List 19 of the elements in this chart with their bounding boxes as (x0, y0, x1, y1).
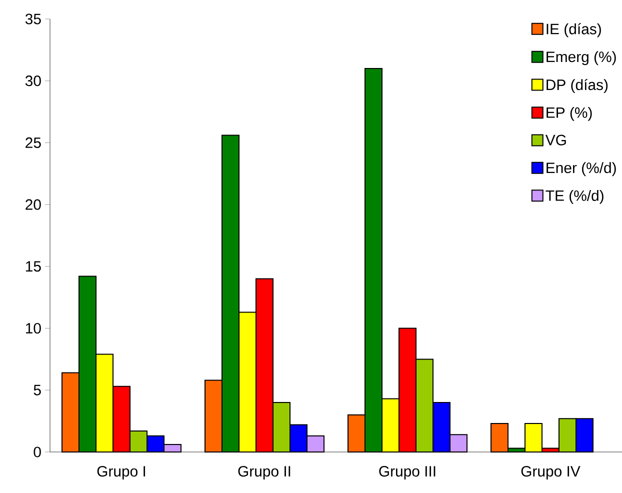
y-tick-label: 15 (26, 261, 41, 272)
x-tick-label: Grupo I (97, 466, 146, 480)
legend-label: IE (días) (546, 23, 601, 38)
x-tick-label: Grupo III (379, 466, 436, 480)
legend-label: Ener (%/d) (546, 162, 616, 176)
y-tick-label: 35 (25, 14, 41, 24)
x-tick-label: Grupo II (238, 466, 290, 480)
y-tick-label: 20 (26, 199, 41, 210)
legend-label: EP (%) (546, 106, 592, 121)
legend-label: VG (545, 134, 566, 146)
y-tick-label: 0 (34, 446, 41, 458)
legend-label: TE (%/d) (546, 190, 604, 204)
y-tick-label: 30 (25, 76, 41, 86)
y-tick-label: 10 (26, 322, 41, 334)
legend-label: Emerg (%) (546, 51, 616, 66)
legend-label: DP (días) (546, 78, 608, 94)
y-tick-label: 5 (34, 384, 41, 396)
y-tick-label: 25 (26, 137, 41, 148)
x-tick-label: Grupo IV (521, 466, 580, 480)
